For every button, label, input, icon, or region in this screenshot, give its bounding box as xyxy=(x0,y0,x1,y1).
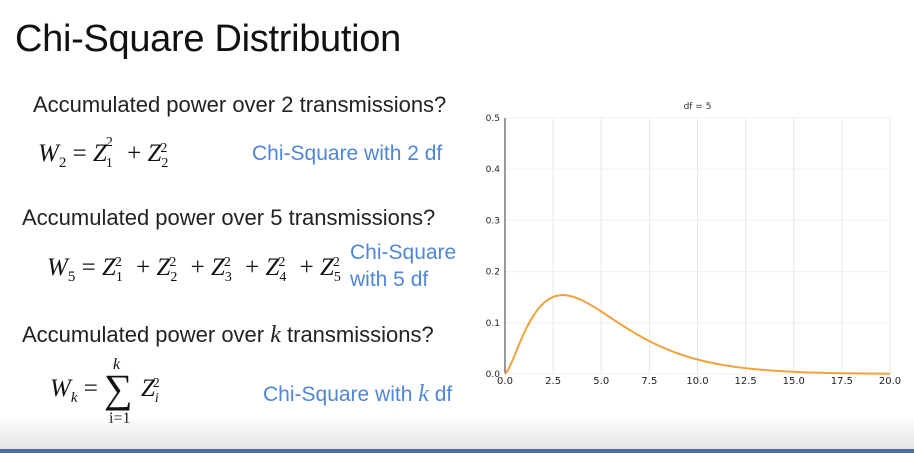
question-k-variable: k xyxy=(270,322,281,348)
equation-w5: W5 = Z12 + Z22 + Z32 + Z42 + Z52 xyxy=(47,254,341,285)
note-chi-square-5df-line1: Chi-Square xyxy=(350,241,457,264)
chi-square-pdf-chart: 0.0 0.1 0.2 0.3 0.4 0.5 0.0 2.5 5.0 7.5 10.0 12.5 15… xyxy=(486,102,901,387)
question-k-suffix: transmissions? xyxy=(280,322,434,347)
question-k-transmissions: Accumulated power over k transmissions? xyxy=(22,322,434,349)
slide-title: Chi-Square Distribution xyxy=(15,18,401,60)
y-tick-label: 0.5 xyxy=(486,114,500,124)
x-tick-label: 15.0 xyxy=(783,376,805,387)
x-tick-label: 17.5 xyxy=(831,376,853,387)
note-k-prefix: Chi-Square with xyxy=(263,383,419,406)
y-tick-label: 0.4 xyxy=(486,165,501,175)
y-tick-label: 0.1 xyxy=(486,319,500,329)
note-chi-square-kdf: Chi-Square with k df xyxy=(263,381,452,408)
note-chi-square-5df-line2: with 5 df xyxy=(350,268,429,291)
x-tick-label: 0.0 xyxy=(497,376,513,387)
y-tick-label: 0.3 xyxy=(486,216,500,226)
bottom-shade xyxy=(0,415,914,449)
pdf-curve xyxy=(504,294,891,375)
x-tick-label: 10.0 xyxy=(686,376,708,387)
sum-symbol: ∑ xyxy=(104,366,133,411)
x-tick-label: 12.5 xyxy=(734,376,756,387)
x-tick-label: 5.0 xyxy=(593,376,609,387)
wk-subscript: k xyxy=(70,390,78,406)
x-tick-label: 20.0 xyxy=(879,376,901,387)
sum-upper-limit: k xyxy=(113,356,121,373)
note-k-suffix: df xyxy=(428,383,453,406)
question-5-transmissions: Accumulated power over 5 transmissions? xyxy=(22,205,436,230)
x-tick-label: 2.5 xyxy=(545,376,561,387)
question-k-prefix: Accumulated power over xyxy=(22,322,271,347)
equation-w2: W2 = Z12 + Z22 xyxy=(38,134,169,171)
bottom-bar xyxy=(0,449,914,453)
chart-container: 0.0 0.1 0.2 0.3 0.4 0.5 0.0 2.5 5.0 7.5 10.0 12.5 15… xyxy=(480,96,914,396)
chart-title: df = 5 xyxy=(684,102,712,112)
y-tick-label: 0.2 xyxy=(486,268,500,278)
equation-wk: Wk = xyxy=(50,375,98,406)
note-k-variable: k xyxy=(418,381,429,407)
x-tick-label: 7.5 xyxy=(641,376,657,387)
note-chi-square-2df: Chi-Square with 2 df xyxy=(252,142,443,165)
question-2-transmissions: Accumulated power over 2 transmissions? xyxy=(33,92,447,117)
y-tick-label: 0.0 xyxy=(486,370,501,380)
sum-term: Zi2 xyxy=(141,375,160,406)
